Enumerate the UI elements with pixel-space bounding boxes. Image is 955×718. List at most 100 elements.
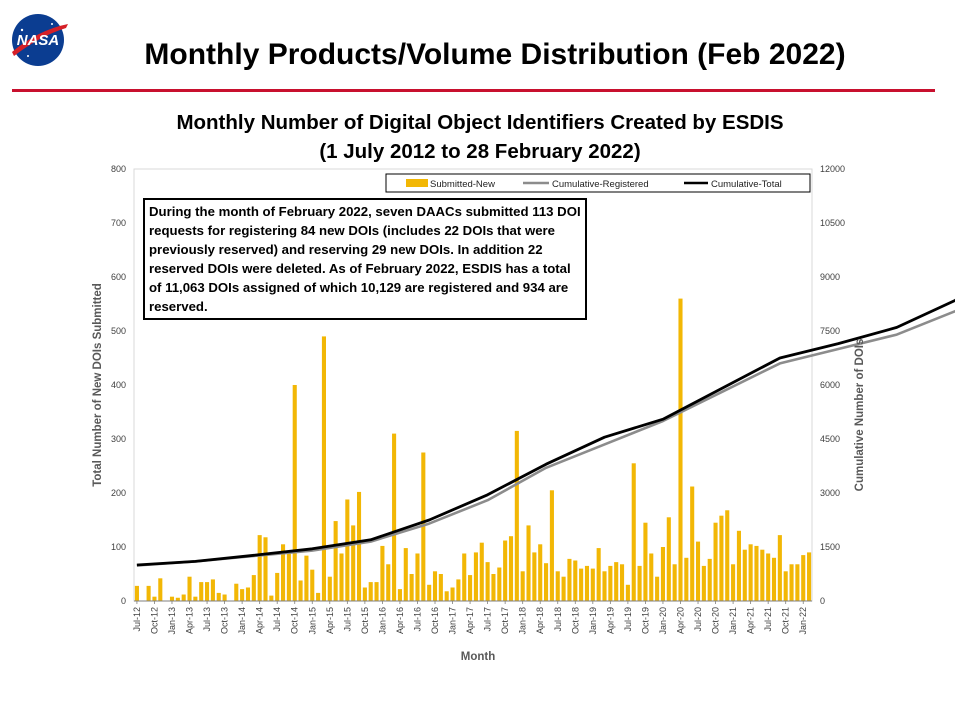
bar-submitted-new (497, 567, 502, 601)
bar-submitted-new (655, 576, 660, 601)
x-tick-label: Jul-15 (342, 607, 352, 632)
bar-submitted-new (695, 541, 701, 601)
bar-submitted-new (397, 589, 402, 601)
bar-submitted-new (251, 575, 256, 601)
bar-submitted-new (187, 576, 192, 601)
bar-series-submitted-new (134, 298, 812, 601)
bar-submitted-new (579, 568, 584, 601)
bar-submitted-new (713, 522, 718, 601)
y-tick-label: 300 (111, 434, 126, 444)
legend-label-submitted-new: Submitted-New (430, 179, 495, 190)
bar-submitted-new (637, 565, 642, 601)
bar-submitted-new (409, 574, 414, 601)
x-tick-label: Jul-21 (763, 607, 773, 632)
bar-submitted-new (345, 499, 350, 601)
bar-submitted-new (807, 552, 812, 601)
bar-submitted-new (795, 564, 800, 601)
bar-submitted-new (789, 564, 794, 601)
bar-submitted-new (766, 553, 771, 601)
bar-submitted-new (146, 585, 151, 601)
bar-submitted-new (532, 552, 537, 601)
bar-submitted-new (561, 576, 566, 601)
x-tick-label: Oct-14 (290, 607, 300, 634)
legend-label-cumulative-registered: Cumulative-Registered (552, 179, 649, 190)
x-tick-label: Jan-15 (307, 607, 317, 635)
x-tick-label: Oct-18 (570, 607, 580, 634)
x-tick-label: Jan-17 (448, 607, 458, 635)
y2-tick-label: 4500 (820, 434, 840, 444)
bar-submitted-new (205, 582, 210, 601)
bar-submitted-new (199, 582, 204, 601)
bar-submitted-new (175, 597, 180, 601)
bar-submitted-new (660, 547, 665, 601)
y-tick-label: 800 (111, 164, 126, 174)
legend: Submitted-New Cumulative-Registered Cumu… (385, 173, 811, 193)
bar-submitted-new (222, 594, 227, 601)
bar-submitted-new (701, 565, 706, 601)
x-tick-label: Oct-16 (430, 607, 440, 634)
bar-submitted-new (158, 578, 163, 601)
x-tick-label: Jul-14 (272, 607, 282, 632)
svg-text:NASA: NASA (17, 32, 60, 49)
x-tick-label: Jul-18 (553, 607, 563, 632)
bar-submitted-new (134, 585, 139, 601)
bar-submitted-new (374, 582, 379, 601)
bar-submitted-new (514, 430, 519, 601)
x-tick-label: Apr-15 (325, 607, 335, 634)
bar-submitted-new (327, 576, 332, 601)
x-tick-label: Jul-16 (412, 607, 422, 632)
bar-submitted-new (210, 579, 215, 601)
x-tick-label: Apr-14 (255, 607, 265, 634)
x-tick-label: Apr-18 (535, 607, 545, 634)
bar-submitted-new (240, 589, 245, 601)
bar-submitted-new (614, 562, 619, 601)
bar-submitted-new (596, 548, 601, 601)
bar-submitted-new (590, 568, 595, 601)
x-tick-label: Apr-19 (605, 607, 615, 634)
bar-submitted-new (555, 571, 560, 601)
bar-submitted-new (245, 587, 251, 601)
x-tick-label: Oct-20 (711, 607, 721, 634)
bar-submitted-new (584, 565, 590, 601)
bar-submitted-new (351, 525, 356, 601)
bar-submitted-new (216, 592, 221, 601)
x-tick-label: Jan-19 (588, 607, 598, 635)
x-tick-label: Jan-13 (167, 607, 177, 635)
bar-submitted-new (725, 510, 730, 601)
y2-tick-label: 7500 (820, 326, 840, 336)
bar-submitted-new (625, 584, 630, 601)
bar-submitted-new (783, 571, 788, 601)
y-tick-label: 0 (121, 596, 126, 606)
bar-submitted-new (292, 385, 297, 601)
bar-submitted-new (193, 596, 198, 601)
axes: 0 100 200 300 400 500 600 700 800 0 1500 3000 4500 60… (111, 164, 845, 635)
bar-submitted-new (468, 575, 473, 601)
bar-submitted-new (304, 555, 309, 601)
bar-submitted-new (485, 562, 490, 601)
y2-tick-label: 1500 (820, 542, 840, 552)
bar-submitted-new (748, 544, 753, 601)
bar-submitted-new (450, 587, 455, 601)
bar-submitted-new (444, 591, 449, 601)
y2-tick-label: 0 (820, 596, 825, 606)
bar-submitted-new (380, 545, 385, 601)
y-tick-label: 200 (111, 488, 126, 498)
y-tick-label: 400 (111, 380, 126, 390)
bar-submitted-new (462, 553, 467, 601)
x-tick-label: Jan-21 (728, 607, 738, 635)
bar-submitted-new (321, 336, 326, 601)
bar-submitted-new (631, 463, 636, 601)
summary-annotation-box: During the month of February 2022, seven… (143, 198, 587, 320)
bar-submitted-new (801, 555, 806, 601)
cumulative-lines (136, 298, 955, 567)
bar-submitted-new (181, 594, 186, 601)
line-cumulative-registered (136, 309, 955, 567)
bar-submitted-new (281, 544, 286, 601)
x-tick-label: Oct-19 (640, 607, 650, 634)
bar-submitted-new (415, 553, 420, 601)
x-tick-label: Oct-13 (220, 607, 230, 634)
y-tick-label: 100 (111, 542, 126, 552)
bar-submitted-new (602, 571, 607, 601)
x-tick-label: Oct-17 (500, 607, 510, 634)
x-tick-label: Jul-20 (693, 607, 703, 632)
